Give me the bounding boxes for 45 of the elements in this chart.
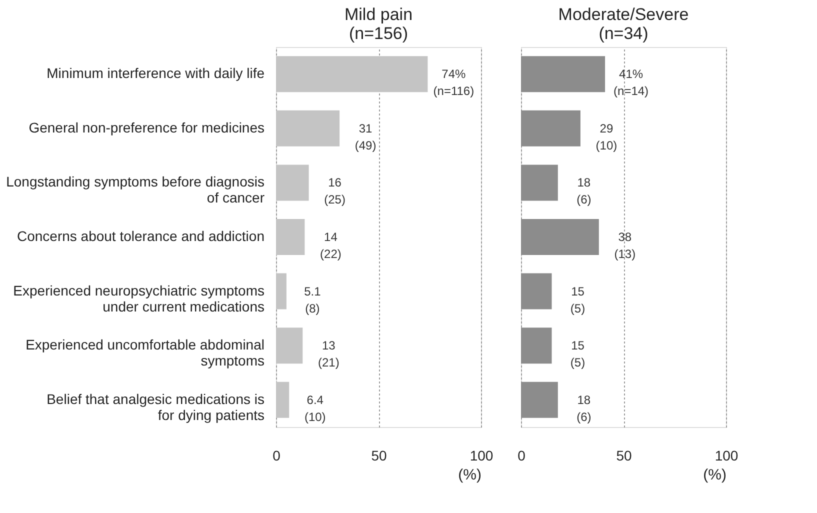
- bar: [276, 382, 290, 418]
- x-axis-title: (%): [458, 466, 482, 484]
- y-tick-label: Belief that analgesic medications is for dying patients: [46, 390, 264, 423]
- x-tick-label: 0: [518, 448, 526, 464]
- y-tick-label: Concerns about tolerance and addiction: [16, 228, 264, 244]
- y-tick-label: Minimum interference with daily life: [46, 65, 265, 82]
- x-tick-label: 50: [616, 448, 632, 464]
- bar: [276, 219, 305, 255]
- x-tick-label: 0: [272, 448, 281, 464]
- y-tick-label: General non-preference for medicines: [28, 119, 264, 136]
- data-label: 31 (49): [354, 121, 376, 152]
- data-label: 14 (22): [320, 230, 342, 261]
- data-label: 6.4 (10): [304, 392, 326, 424]
- y-tick-label: Experienced neuropsychiatric symptoms under current medications: [13, 282, 264, 314]
- x-axis-title: (%): [703, 466, 727, 484]
- data-label: 16 (25): [324, 176, 346, 207]
- bar: [521, 382, 558, 418]
- bar: [276, 164, 309, 201]
- x-tick-label: 100: [714, 448, 738, 464]
- bar: [521, 273, 552, 310]
- data-label: 38 (13): [614, 230, 636, 261]
- bar: [276, 273, 286, 310]
- chart-title: Moderate/Severe (n=34): [558, 5, 689, 43]
- bar: [276, 56, 428, 92]
- data-label: 18 (6): [576, 392, 592, 424]
- data-label: 41% (n=14): [614, 67, 649, 98]
- y-tick-label: Experienced uncomfortable abdominal symptoms: [26, 336, 264, 369]
- data-label: 18 (6): [576, 176, 592, 207]
- bar: [521, 56, 606, 92]
- data-label: 74% (n=116): [433, 67, 474, 98]
- data-label: 15 (5): [570, 338, 586, 370]
- bar: [276, 110, 340, 146]
- bar: [276, 328, 303, 364]
- y-tick-label: Longstanding symptoms before diagnosis of cancer: [6, 174, 265, 206]
- bar: [521, 219, 599, 255]
- data-label: 5.1 (8): [304, 284, 322, 316]
- bar: [521, 164, 558, 201]
- bar: [521, 328, 552, 364]
- x-tick-label: 100: [470, 448, 494, 464]
- data-label: 13 (21): [318, 338, 340, 370]
- chart-title: Mild pain (n=156): [344, 5, 413, 43]
- bar: [521, 110, 580, 146]
- x-tick-label: 50: [371, 448, 387, 464]
- data-label: 15 (5): [570, 284, 586, 316]
- data-label: 29 (10): [596, 121, 618, 152]
